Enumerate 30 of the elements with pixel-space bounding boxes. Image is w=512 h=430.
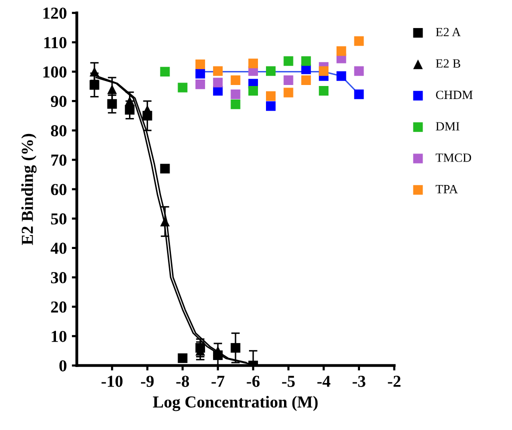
y-tick-label: 10 [52,330,66,342]
x-tick-label: -6 [246,376,260,387]
x-tick-label: -3 [352,376,366,387]
legend-label: DMI [436,122,460,130]
y-tick-label: 80 [50,125,66,136]
x-tick-label: -10 [102,376,123,387]
y-tick-label: 40 [50,242,66,254]
x-tick-label: -8 [176,376,190,387]
y-tick-label: 120 [43,8,66,19]
x-tick-label: -4 [317,376,330,387]
legend-label: CHDM [436,90,473,100]
y-tick-label: 60 [50,184,66,196]
y-tick-label: 50 [51,213,66,225]
x-tick-label: -2 [388,376,400,387]
y-axis-title: E2 Binding (%) [21,134,37,245]
y-tick-label: 20 [51,301,66,313]
y-tick-label: 30 [51,272,66,284]
x-tick-label: -5 [282,376,295,387]
legend-label: E2 A [436,28,461,36]
x-tick-label: -7 [212,376,224,387]
x-tick-label: -9 [141,376,154,387]
legend-label: TPA [436,184,458,194]
legend-label: E2 B [436,59,460,68]
legend-label: TMCD [436,154,472,162]
y-tick-label: 0 [59,360,66,372]
y-tick-label: 100 [43,66,66,78]
y-tick-label: 90 [50,96,66,107]
y-tick-label: 70 [51,154,66,166]
x-axis-title: Log Concentration (M) [152,396,318,412]
y-tick-label: 110 [44,36,66,48]
